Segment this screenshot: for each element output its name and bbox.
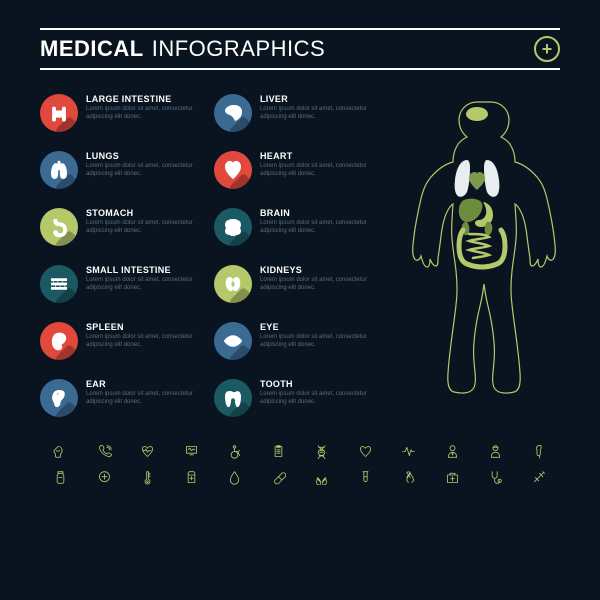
title: MEDICAL INFOGRAPHICS (40, 36, 325, 62)
organ-desc: Lorem ipsum dolor sit amet, consectetur … (86, 106, 200, 122)
organ-label: LARGE INTESTINE (86, 94, 200, 104)
organ-item: LUNGS Lorem ipsum dolor sit amet, consec… (40, 151, 200, 196)
organ-ear-icon (40, 379, 78, 417)
hands-icon (301, 468, 343, 486)
organs-grid: LARGE INTESTINE Lorem ipsum dolor sit am… (40, 94, 374, 424)
syringe-icon (519, 468, 561, 486)
title-bold: MEDICAL (40, 36, 144, 62)
organ-desc: Lorem ipsum dolor sit amet, consectetur … (86, 277, 200, 293)
medicine-icon (171, 468, 213, 486)
organ-desc: Lorem ipsum dolor sit amet, consectetur … (260, 334, 374, 350)
phone-icon (84, 442, 126, 460)
organ-kidneys-icon (214, 265, 252, 303)
organ-label: SPLEEN (86, 322, 200, 332)
organ-item: SPLEEN Lorem ipsum dolor sit amet, conse… (40, 322, 200, 367)
organ-item: BRAIN Lorem ipsum dolor sit amet, consec… (214, 208, 374, 253)
firstaid-icon (432, 468, 474, 486)
organ-lungs-icon (40, 151, 78, 189)
heart-rate-icon (345, 442, 387, 460)
organ-desc: Lorem ipsum dolor sit amet, consectetur … (86, 163, 200, 179)
stethoscope-icon (475, 468, 517, 486)
organ-item: EYE Lorem ipsum dolor sit amet, consecte… (214, 322, 374, 367)
organ-eye-icon (214, 322, 252, 360)
iv-icon (519, 442, 561, 460)
thermometer-icon (127, 468, 169, 486)
organ-desc: Lorem ipsum dolor sit amet, consectetur … (86, 220, 200, 236)
organ-heart-icon (214, 151, 252, 189)
wheelchair-icon (214, 442, 256, 460)
doctor-icon (432, 442, 474, 460)
organ-label: LIVER (260, 94, 374, 104)
organ-label: EAR (86, 379, 200, 389)
jar-icon (40, 468, 82, 486)
organ-intestine-icon (40, 265, 78, 303)
organ-brain-icon (214, 208, 252, 246)
heartbeat-icon (127, 442, 169, 460)
ribbon-icon (388, 468, 430, 486)
monitor-icon (171, 442, 213, 460)
pharmacy-icon (40, 442, 82, 460)
plus-icon (84, 468, 126, 486)
organ-label: LUNGS (86, 151, 200, 161)
organ-label: SMALL INTESTINE (86, 265, 200, 275)
organ-label: BRAIN (260, 208, 374, 218)
organ-desc: Lorem ipsum dolor sit amet, consectetur … (260, 163, 374, 179)
organ-item: STOMACH Lorem ipsum dolor sit amet, cons… (40, 208, 200, 253)
organ-desc: Lorem ipsum dolor sit amet, consectetur … (260, 277, 374, 293)
organ-item: KIDNEYS Lorem ipsum dolor sit amet, cons… (214, 265, 374, 310)
organ-stomach-icon (40, 208, 78, 246)
organ-label: HEART (260, 151, 374, 161)
header: MEDICAL INFOGRAPHICS + (40, 28, 560, 70)
organ-item: LIVER Lorem ipsum dolor sit amet, consec… (214, 94, 374, 139)
nurse-icon (475, 442, 517, 460)
organ-tooth-icon (214, 379, 252, 417)
organ-desc: Lorem ipsum dolor sit amet, consectetur … (260, 220, 374, 236)
organ-label: STOMACH (86, 208, 200, 218)
drop-icon (214, 468, 256, 486)
organ-item: EAR Lorem ipsum dolor sit amet, consecte… (40, 379, 200, 424)
organ-label: KIDNEYS (260, 265, 374, 275)
title-light: INFOGRAPHICS (152, 36, 325, 62)
footer-icons (40, 442, 560, 486)
organ-colon-icon (40, 94, 78, 132)
pulse-icon (388, 442, 430, 460)
plus-icon: + (534, 36, 560, 62)
organ-item: SMALL INTESTINE Lorem ipsum dolor sit am… (40, 265, 200, 310)
organ-item: LARGE INTESTINE Lorem ipsum dolor sit am… (40, 94, 200, 139)
pill-icon (258, 468, 300, 486)
testtube-icon (345, 468, 387, 486)
organ-item: HEART Lorem ipsum dolor sit amet, consec… (214, 151, 374, 196)
organ-item: TOOTH Lorem ipsum dolor sit amet, consec… (214, 379, 374, 424)
organ-liver-icon (214, 94, 252, 132)
organ-spleen-icon (40, 322, 78, 360)
organ-desc: Lorem ipsum dolor sit amet, consectetur … (86, 334, 200, 350)
organ-label: TOOTH (260, 379, 374, 389)
body-diagram (394, 94, 560, 424)
organ-label: EYE (260, 322, 374, 332)
organ-desc: Lorem ipsum dolor sit amet, consectetur … (260, 106, 374, 122)
organ-desc: Lorem ipsum dolor sit amet, consectetur … (86, 391, 200, 407)
dna-icon (301, 442, 343, 460)
clipboard-icon (258, 442, 300, 460)
organ-desc: Lorem ipsum dolor sit amet, consectetur … (260, 391, 374, 407)
